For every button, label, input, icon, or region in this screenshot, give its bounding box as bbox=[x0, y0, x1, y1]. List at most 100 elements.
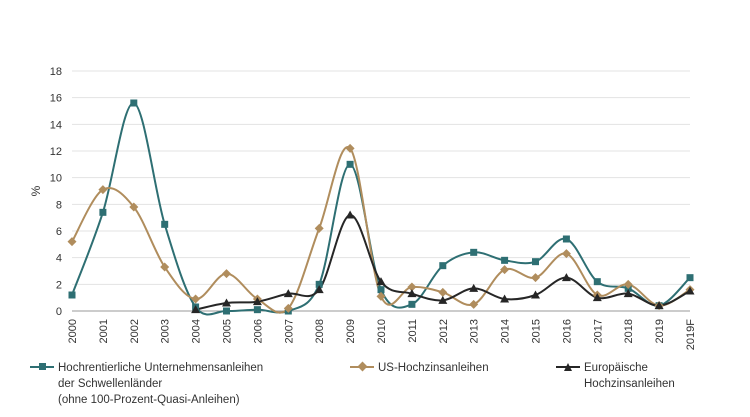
data-point-square bbox=[253, 306, 261, 314]
x-tick-label: 2003 bbox=[160, 319, 172, 343]
data-point-square bbox=[346, 160, 354, 168]
data-point-triangle bbox=[407, 289, 417, 298]
x-tick-label: 2002 bbox=[129, 319, 141, 343]
data-point-square bbox=[68, 291, 76, 299]
data-point-diamond bbox=[222, 269, 231, 279]
x-tick-label: 2019 bbox=[654, 319, 666, 343]
data-point-diamond bbox=[623, 279, 633, 289]
data-point-triangle bbox=[191, 305, 201, 314]
data-point-triangle bbox=[531, 290, 540, 299]
data-point-square bbox=[377, 286, 385, 294]
x-tick-label: 2000 bbox=[67, 319, 79, 343]
data-point-diamond bbox=[531, 273, 540, 283]
y-tick-label: 2 bbox=[56, 279, 62, 291]
data-point-diamond bbox=[67, 237, 77, 247]
data-point-square bbox=[470, 248, 478, 256]
x-tick-label: 2001 bbox=[98, 319, 110, 343]
data-point-triangle bbox=[376, 277, 386, 286]
y-tick-label: 16 bbox=[50, 93, 62, 105]
x-tick-label: 2006 bbox=[252, 319, 264, 343]
legend-label-line: der Schwellenländer bbox=[58, 378, 163, 390]
legend-item-emerging-markets: Hochrentierliche Unternehmensanleihen de… bbox=[30, 360, 263, 408]
data-point-triangle bbox=[222, 298, 231, 307]
data-point-triangle bbox=[469, 283, 479, 292]
y-tick-label: 14 bbox=[50, 119, 62, 131]
data-point-diamond bbox=[561, 249, 571, 259]
x-tick-label: 2009 bbox=[345, 319, 357, 343]
x-tick-label: 2015 bbox=[531, 319, 543, 343]
data-point-diamond bbox=[438, 287, 448, 297]
data-point-triangle bbox=[345, 210, 355, 219]
data-point-triangle bbox=[438, 295, 448, 304]
x-tick-label: 2017 bbox=[592, 319, 604, 343]
legend-symbol-square bbox=[30, 360, 54, 374]
series-line-2 bbox=[195, 214, 691, 311]
data-point-diamond bbox=[191, 294, 201, 304]
legend-item-us-high-yield: US-Hochzinsanleihen bbox=[350, 360, 489, 376]
data-point-square bbox=[315, 280, 323, 288]
data-point-square bbox=[408, 300, 416, 308]
data-point-square bbox=[439, 262, 447, 270]
y-tick-label: 6 bbox=[56, 226, 62, 238]
x-tick-label: 2011 bbox=[407, 319, 419, 343]
y-tick-label: 8 bbox=[56, 199, 62, 211]
data-point-square bbox=[161, 220, 169, 228]
x-tick-label: 2010 bbox=[376, 319, 388, 343]
y-tick-label: 0 bbox=[56, 306, 62, 318]
data-point-square bbox=[130, 99, 138, 107]
data-point-square bbox=[532, 258, 539, 266]
data-point-triangle bbox=[314, 285, 324, 294]
data-point-diamond bbox=[160, 262, 170, 272]
legend-label: US-Hochzinsanleihen bbox=[378, 360, 489, 376]
data-point-diamond bbox=[98, 185, 108, 195]
data-point-diamond bbox=[345, 143, 355, 153]
chart: 0 2 4 6 8 10 12 14 16 18% 2000 2001 2002 2003 2004 2005… bbox=[29, 66, 697, 350]
x-tick-label: 2018 bbox=[623, 319, 635, 343]
data-point-diamond bbox=[129, 202, 139, 212]
data-point-triangle bbox=[561, 273, 571, 282]
legend-item-european-high-yield: Europäische Hochzinsanleihen bbox=[556, 360, 675, 392]
data-point-triangle bbox=[623, 289, 633, 298]
legend-label-line: Europäische bbox=[584, 362, 648, 374]
y-tick-label: 4 bbox=[56, 253, 62, 265]
data-point-triangle bbox=[592, 293, 602, 302]
x-tick-label: 2012 bbox=[438, 319, 450, 343]
data-point-square bbox=[501, 256, 509, 264]
x-tick-label: 2013 bbox=[469, 319, 481, 343]
chart-plot: 0 2 4 6 8 10 12 14 16 18% 2000 2001 2002 2003 2004 2005… bbox=[29, 66, 697, 350]
x-tick-label: 2014 bbox=[500, 319, 512, 343]
data-point-diamond bbox=[314, 223, 324, 233]
x-tick-label: 2016 bbox=[561, 319, 573, 343]
data-point-triangle bbox=[252, 297, 262, 306]
data-point-square bbox=[562, 235, 570, 243]
legend-label-line: (ohne 100-Prozent-Quasi-Anleihen) bbox=[58, 394, 240, 406]
series-line-0 bbox=[71, 102, 691, 316]
y-tick-label: 10 bbox=[50, 173, 62, 185]
legend-label-line: Hochrentierliche Unternehmensanleihen bbox=[58, 362, 264, 374]
legend-label: Hochrentierliche Unternehmensanleihen de… bbox=[58, 360, 263, 408]
legend-label-line: Hochzinsanleihen bbox=[584, 378, 675, 390]
data-point-triangle bbox=[654, 301, 664, 310]
x-tick-label: 2008 bbox=[314, 319, 326, 343]
y-tick-label: 18 bbox=[50, 66, 62, 78]
x-tick-label: 2004 bbox=[191, 319, 203, 343]
data-point-square bbox=[593, 278, 601, 286]
data-point-diamond bbox=[407, 282, 417, 292]
data-point-diamond bbox=[283, 303, 293, 313]
data-point-triangle bbox=[283, 289, 293, 298]
y-axis-label: % bbox=[29, 185, 43, 196]
legend-symbol-triangle bbox=[556, 360, 580, 374]
legend: Hochrentierliche Unternehmensanleihen de… bbox=[0, 360, 750, 417]
data-point-square bbox=[223, 307, 230, 315]
legend-label-line: US-Hochzinsanleihen bbox=[378, 362, 489, 374]
data-point-diamond bbox=[500, 265, 510, 275]
data-point-triangle bbox=[685, 286, 695, 295]
x-tick-label: 2007 bbox=[283, 319, 295, 343]
x-tick-label: 2019F bbox=[685, 319, 697, 350]
legend-symbol-diamond bbox=[350, 360, 374, 374]
series-line-1 bbox=[71, 146, 691, 314]
data-point-square bbox=[686, 274, 694, 282]
data-point-diamond bbox=[469, 299, 479, 309]
data-point-square bbox=[99, 208, 107, 216]
legend-label: Europäische Hochzinsanleihen bbox=[584, 360, 675, 392]
